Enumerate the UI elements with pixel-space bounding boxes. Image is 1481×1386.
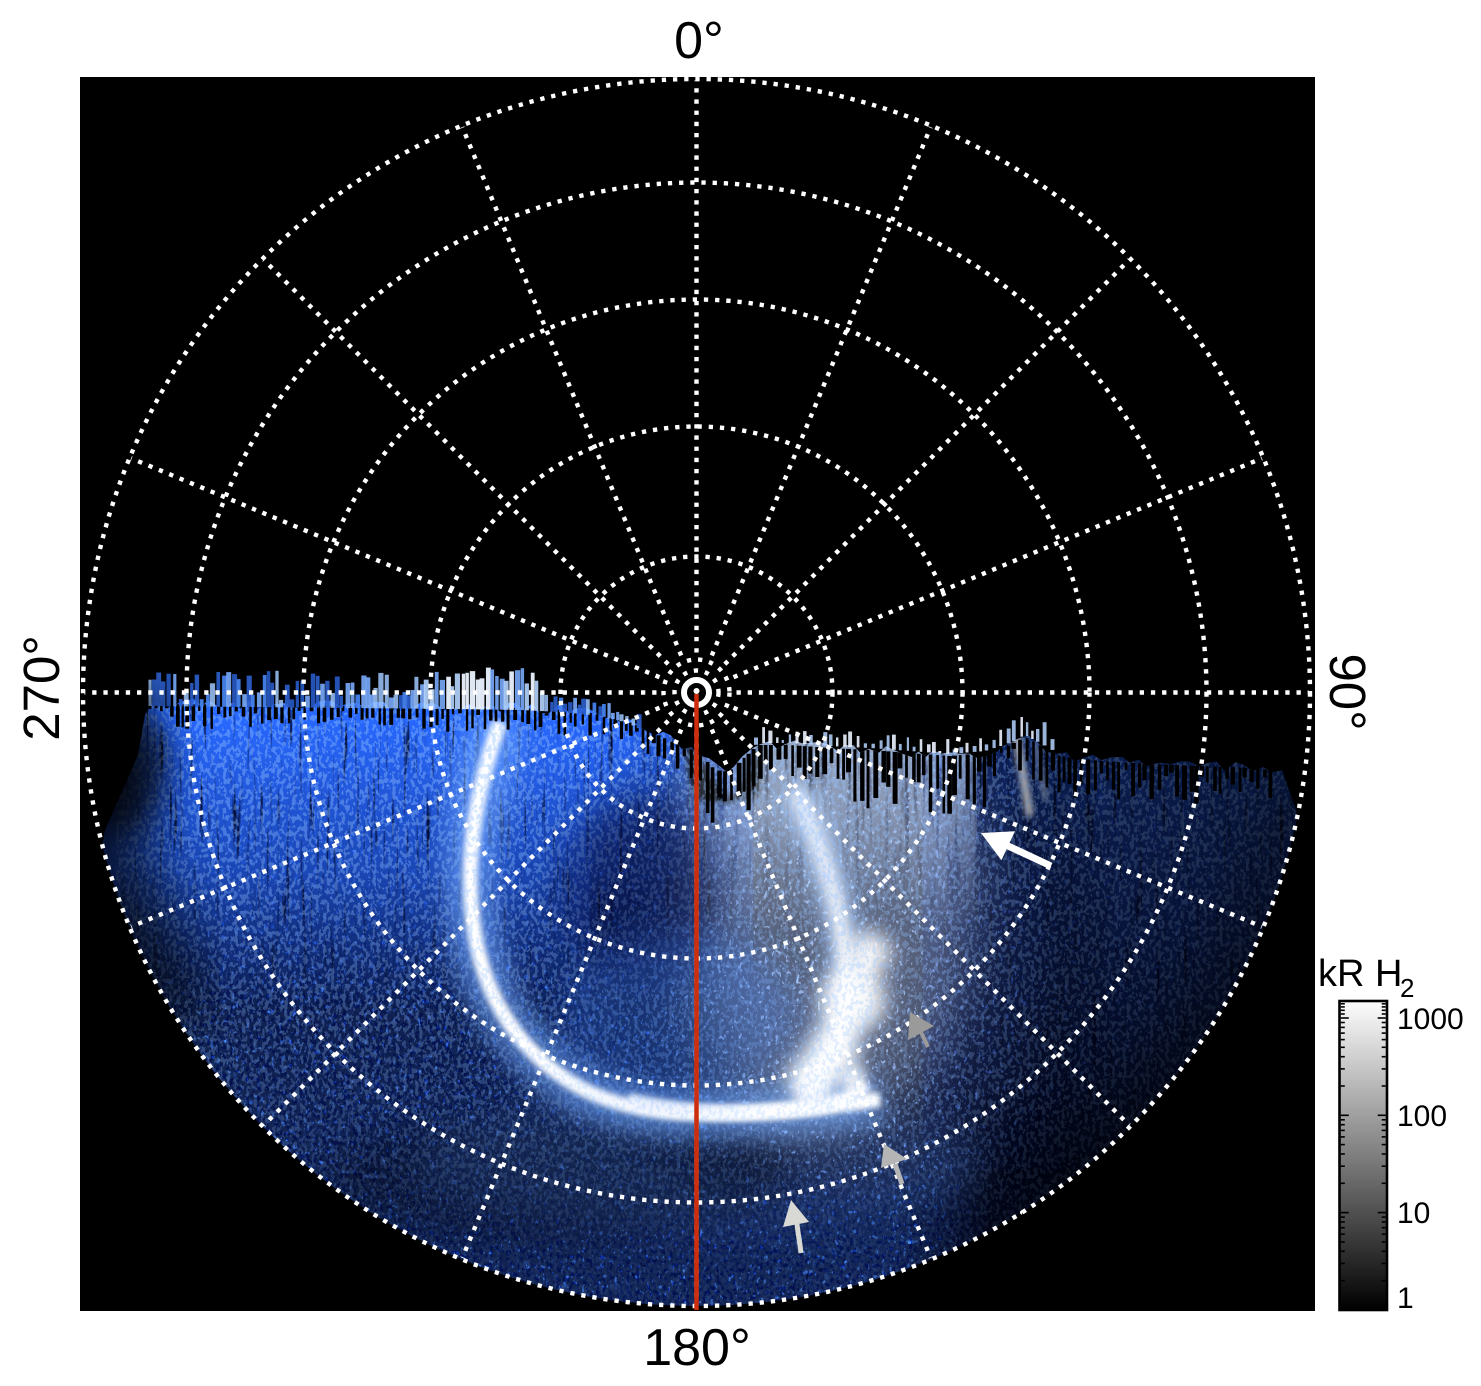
svg-text:10: 10 [1397,1197,1430,1230]
svg-text:0°: 0° [674,12,724,70]
svg-text:90°: 90° [1319,653,1376,730]
svg-text:1000: 1000 [1397,1003,1464,1036]
svg-text:1: 1 [1397,1282,1414,1315]
svg-text:270°: 270° [13,635,70,741]
svg-text:100: 100 [1397,1100,1447,1133]
svg-text:180°: 180° [643,1319,751,1377]
svg-text:2: 2 [1400,973,1414,1003]
svg-text:kR H: kR H [1318,953,1402,995]
